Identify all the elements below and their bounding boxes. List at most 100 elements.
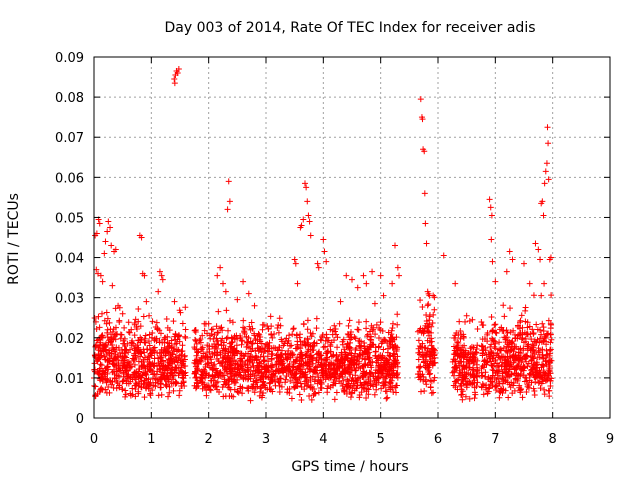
data-point bbox=[102, 238, 109, 245]
data-point bbox=[347, 349, 354, 356]
data-point bbox=[96, 351, 103, 358]
data-point bbox=[104, 333, 111, 340]
data-point bbox=[393, 334, 400, 341]
data-point bbox=[364, 331, 371, 338]
data-point bbox=[297, 351, 304, 358]
data-point bbox=[365, 391, 372, 398]
data-point bbox=[247, 397, 254, 404]
data-point bbox=[280, 369, 287, 376]
data-point bbox=[218, 324, 225, 331]
data-point bbox=[331, 328, 338, 335]
data-point bbox=[211, 361, 218, 368]
data-point bbox=[156, 327, 163, 334]
data-point bbox=[313, 367, 320, 374]
data-point bbox=[280, 342, 287, 349]
data-point bbox=[313, 315, 320, 322]
data-point bbox=[481, 356, 488, 363]
data-point bbox=[429, 320, 436, 327]
data-point bbox=[150, 362, 157, 369]
data-point bbox=[503, 359, 510, 366]
data-point bbox=[484, 331, 491, 338]
data-point bbox=[114, 368, 121, 375]
data-point bbox=[521, 353, 528, 360]
data-point bbox=[353, 345, 360, 352]
data-point bbox=[264, 341, 271, 348]
data-point bbox=[230, 371, 237, 378]
data-point bbox=[314, 260, 321, 267]
data-point bbox=[535, 246, 542, 253]
data-point bbox=[313, 325, 320, 332]
data-point bbox=[181, 382, 188, 389]
data-point bbox=[118, 331, 125, 338]
data-point bbox=[491, 343, 498, 350]
data-point bbox=[534, 370, 541, 377]
data-point bbox=[508, 371, 515, 378]
data-point bbox=[321, 361, 328, 368]
data-point bbox=[141, 272, 148, 279]
data-point bbox=[393, 357, 400, 364]
data-point bbox=[159, 276, 166, 283]
data-point bbox=[156, 366, 163, 373]
data-point bbox=[355, 375, 362, 382]
data-point bbox=[210, 336, 217, 343]
data-point bbox=[234, 296, 241, 303]
data-point bbox=[248, 348, 255, 355]
data-point bbox=[501, 313, 508, 320]
data-point bbox=[113, 331, 120, 338]
data-point bbox=[421, 148, 428, 155]
data-point bbox=[305, 212, 312, 219]
data-point bbox=[491, 322, 498, 329]
data-point bbox=[274, 346, 281, 353]
data-point bbox=[119, 378, 126, 385]
data-point bbox=[530, 292, 537, 299]
data-point bbox=[424, 328, 431, 335]
y-axis-ticks: 0 0.01 0.02 0.03 0.04 0.05 0.06 0.07 0.08 0.09 bbox=[55, 51, 610, 427]
data-point bbox=[240, 317, 247, 324]
data-point bbox=[360, 272, 367, 279]
data-point bbox=[301, 180, 308, 187]
data-point bbox=[394, 371, 401, 378]
data-point bbox=[142, 384, 149, 391]
data-point bbox=[128, 326, 135, 333]
data-point bbox=[294, 354, 301, 361]
data-point bbox=[548, 292, 555, 299]
data-point bbox=[452, 280, 459, 287]
data-point bbox=[158, 353, 165, 360]
data-point bbox=[257, 353, 264, 360]
data-point bbox=[301, 386, 308, 393]
data-point bbox=[489, 328, 496, 335]
data-point bbox=[206, 371, 213, 378]
data-point bbox=[506, 341, 513, 348]
data-point bbox=[99, 278, 106, 285]
data-point bbox=[426, 360, 433, 367]
data-point bbox=[523, 377, 530, 384]
data-point bbox=[287, 370, 294, 377]
data-point bbox=[159, 339, 166, 346]
data-point bbox=[346, 370, 353, 377]
data-point bbox=[199, 346, 206, 353]
data-point bbox=[270, 370, 277, 377]
data-point bbox=[127, 374, 134, 381]
data-point bbox=[512, 335, 519, 342]
data-point bbox=[460, 363, 467, 370]
data-point bbox=[377, 326, 384, 333]
data-point bbox=[138, 234, 145, 241]
data-point bbox=[525, 360, 532, 367]
data-point bbox=[396, 272, 403, 279]
data-point bbox=[193, 374, 200, 381]
data-point bbox=[116, 317, 123, 324]
data-point bbox=[268, 386, 275, 393]
data-point bbox=[382, 375, 389, 382]
data-point bbox=[226, 198, 233, 205]
data-point bbox=[230, 393, 237, 400]
data-point bbox=[138, 350, 145, 357]
data-point bbox=[344, 377, 351, 384]
data-point bbox=[440, 252, 447, 259]
data-point bbox=[249, 385, 256, 392]
data-point bbox=[341, 346, 348, 353]
data-point bbox=[504, 349, 511, 356]
data-point bbox=[265, 326, 272, 333]
data-point bbox=[497, 389, 504, 396]
data-point bbox=[315, 264, 322, 271]
data-point bbox=[375, 360, 382, 367]
